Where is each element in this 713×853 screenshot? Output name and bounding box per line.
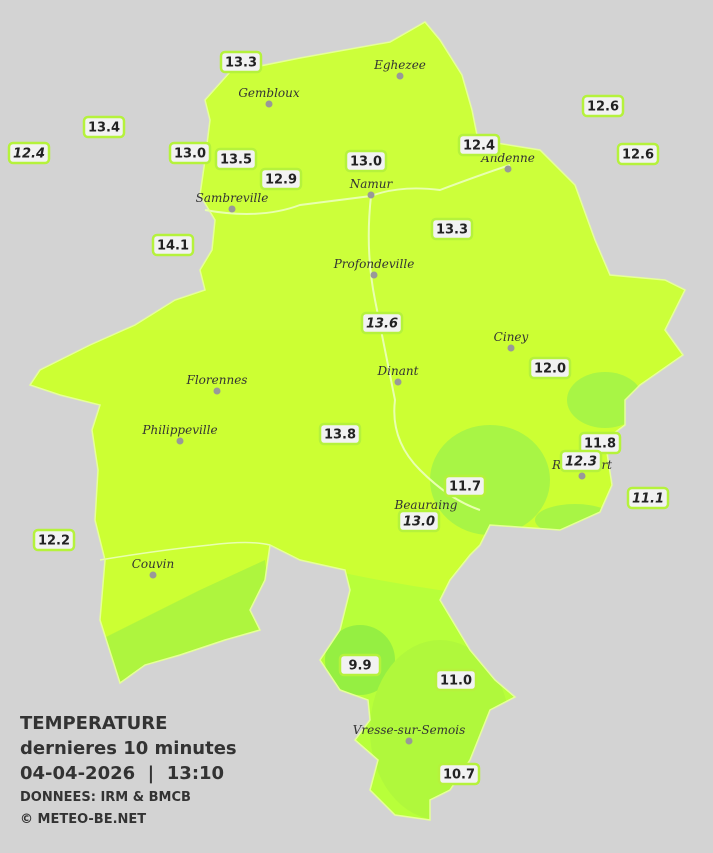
station-value: 11.0 (440, 674, 472, 689)
station-box (151, 233, 195, 257)
station-box (360, 311, 404, 335)
station-box (626, 486, 670, 510)
station-box (434, 668, 478, 692)
station-value: 13.3 (225, 56, 257, 71)
town-label: Beauraing (394, 498, 458, 512)
station-value: 10.7 (443, 768, 475, 783)
station-box (457, 133, 501, 157)
town-dot (213, 387, 221, 395)
station-value: 12.3 (565, 455, 597, 470)
station-box (559, 449, 603, 473)
town-dot (367, 191, 375, 199)
town-dot (149, 571, 157, 579)
station-value: 12.2 (38, 534, 70, 549)
station-value: 11.1 (632, 492, 664, 507)
station-box (214, 147, 258, 171)
station-box (430, 217, 474, 241)
station-box (82, 115, 126, 139)
legend-credit: © METEO-BE.NET (20, 812, 147, 827)
station-value: 12.0 (534, 362, 566, 377)
station-value: 13.0 (403, 515, 435, 530)
station-box (168, 141, 212, 165)
town-dot (370, 271, 378, 279)
station-value: 13.0 (350, 155, 382, 170)
legend-datetime: 04-04-2026 | 13:10 (20, 763, 225, 784)
station-box (344, 149, 388, 173)
station-value: 12.9 (265, 173, 297, 188)
station-value: 13.5 (220, 153, 252, 168)
station-value: 12.4 (13, 147, 45, 162)
legend-subtitle: dernieres 10 minutes (20, 738, 237, 759)
station-value: 12.6 (587, 100, 619, 115)
town-label: Dinant (377, 364, 419, 378)
station-value: 12.4 (463, 139, 495, 154)
town-label: Vresse-sur-Semois (353, 723, 466, 737)
town-dot (265, 100, 273, 108)
river (99, 541, 271, 561)
town-dot (578, 472, 586, 480)
town-dot (396, 72, 404, 80)
town-dot (507, 344, 515, 352)
legend-title: TEMPERATURE (20, 713, 168, 734)
town-label: Ciney (494, 330, 529, 344)
river (367, 195, 481, 511)
town-label: Florennes (186, 373, 248, 387)
legend: TEMPERATURE dernieres 10 minutes 04-04-2… (20, 711, 237, 830)
station-box (338, 653, 382, 677)
station-box (443, 474, 487, 498)
station-box (259, 167, 303, 191)
station-value: 13.0 (174, 147, 206, 162)
town-dot (405, 737, 413, 745)
station-box (32, 528, 76, 552)
station-box (616, 142, 660, 166)
town-label: Couvin (132, 557, 174, 571)
town-label: Eghezee (373, 58, 426, 72)
town-label: Gembloux (238, 86, 300, 100)
station-box (318, 422, 362, 446)
town-dot (228, 205, 236, 213)
station-box (437, 762, 481, 786)
station-value: 11.8 (584, 437, 616, 452)
town-label: Namur (349, 177, 394, 191)
station-box (528, 356, 572, 380)
station-value: 12.6 (622, 148, 654, 163)
station-box (581, 94, 625, 118)
town-label: Philippeville (141, 423, 217, 437)
station-box (7, 141, 51, 165)
town-dot (394, 378, 402, 386)
station-value: 13.8 (324, 428, 356, 443)
station-box (219, 50, 263, 74)
station-value: 9.9 (348, 659, 371, 674)
station-value: 13.6 (366, 317, 398, 332)
station-value: 11.7 (449, 480, 481, 495)
town-label: Sambreville (196, 191, 269, 205)
town-dot (176, 437, 184, 445)
station-value: 13.3 (436, 223, 468, 238)
station-value: 13.4 (88, 121, 120, 136)
station-box (397, 509, 441, 533)
town-dot (504, 165, 512, 173)
legend-source: DONNEES: IRM & BMCB (20, 790, 191, 805)
town-label: Profondeville (333, 257, 415, 271)
station-value: 14.1 (157, 239, 189, 254)
